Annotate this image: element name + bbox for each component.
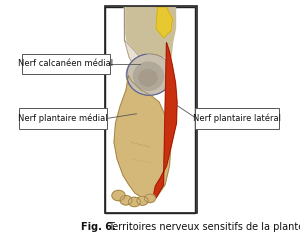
Polygon shape bbox=[153, 43, 177, 198]
Text: Fig. 6.: Fig. 6. bbox=[81, 222, 116, 232]
Circle shape bbox=[137, 196, 148, 205]
FancyBboxPatch shape bbox=[19, 109, 107, 128]
Circle shape bbox=[145, 194, 155, 203]
Ellipse shape bbox=[138, 69, 158, 87]
Bar bbox=[105, 7, 195, 213]
Text: Nerf calcanéen médial: Nerf calcanéen médial bbox=[18, 59, 114, 68]
Circle shape bbox=[128, 197, 140, 207]
Ellipse shape bbox=[133, 62, 164, 91]
Circle shape bbox=[120, 196, 132, 205]
Text: Territoires nerveux sensitifs de la plante du pied.: Territoires nerveux sensitifs de la plan… bbox=[108, 222, 300, 232]
Text: Nerf plantaire médial: Nerf plantaire médial bbox=[18, 114, 108, 123]
Bar bbox=[105, 6, 196, 213]
Polygon shape bbox=[114, 76, 171, 201]
Text: Nerf plantaire latéral: Nerf plantaire latéral bbox=[193, 114, 281, 123]
FancyBboxPatch shape bbox=[195, 109, 279, 128]
FancyBboxPatch shape bbox=[22, 54, 110, 74]
Polygon shape bbox=[156, 7, 172, 38]
Circle shape bbox=[112, 190, 125, 201]
Ellipse shape bbox=[126, 54, 173, 95]
Polygon shape bbox=[124, 7, 176, 57]
Polygon shape bbox=[124, 7, 141, 71]
